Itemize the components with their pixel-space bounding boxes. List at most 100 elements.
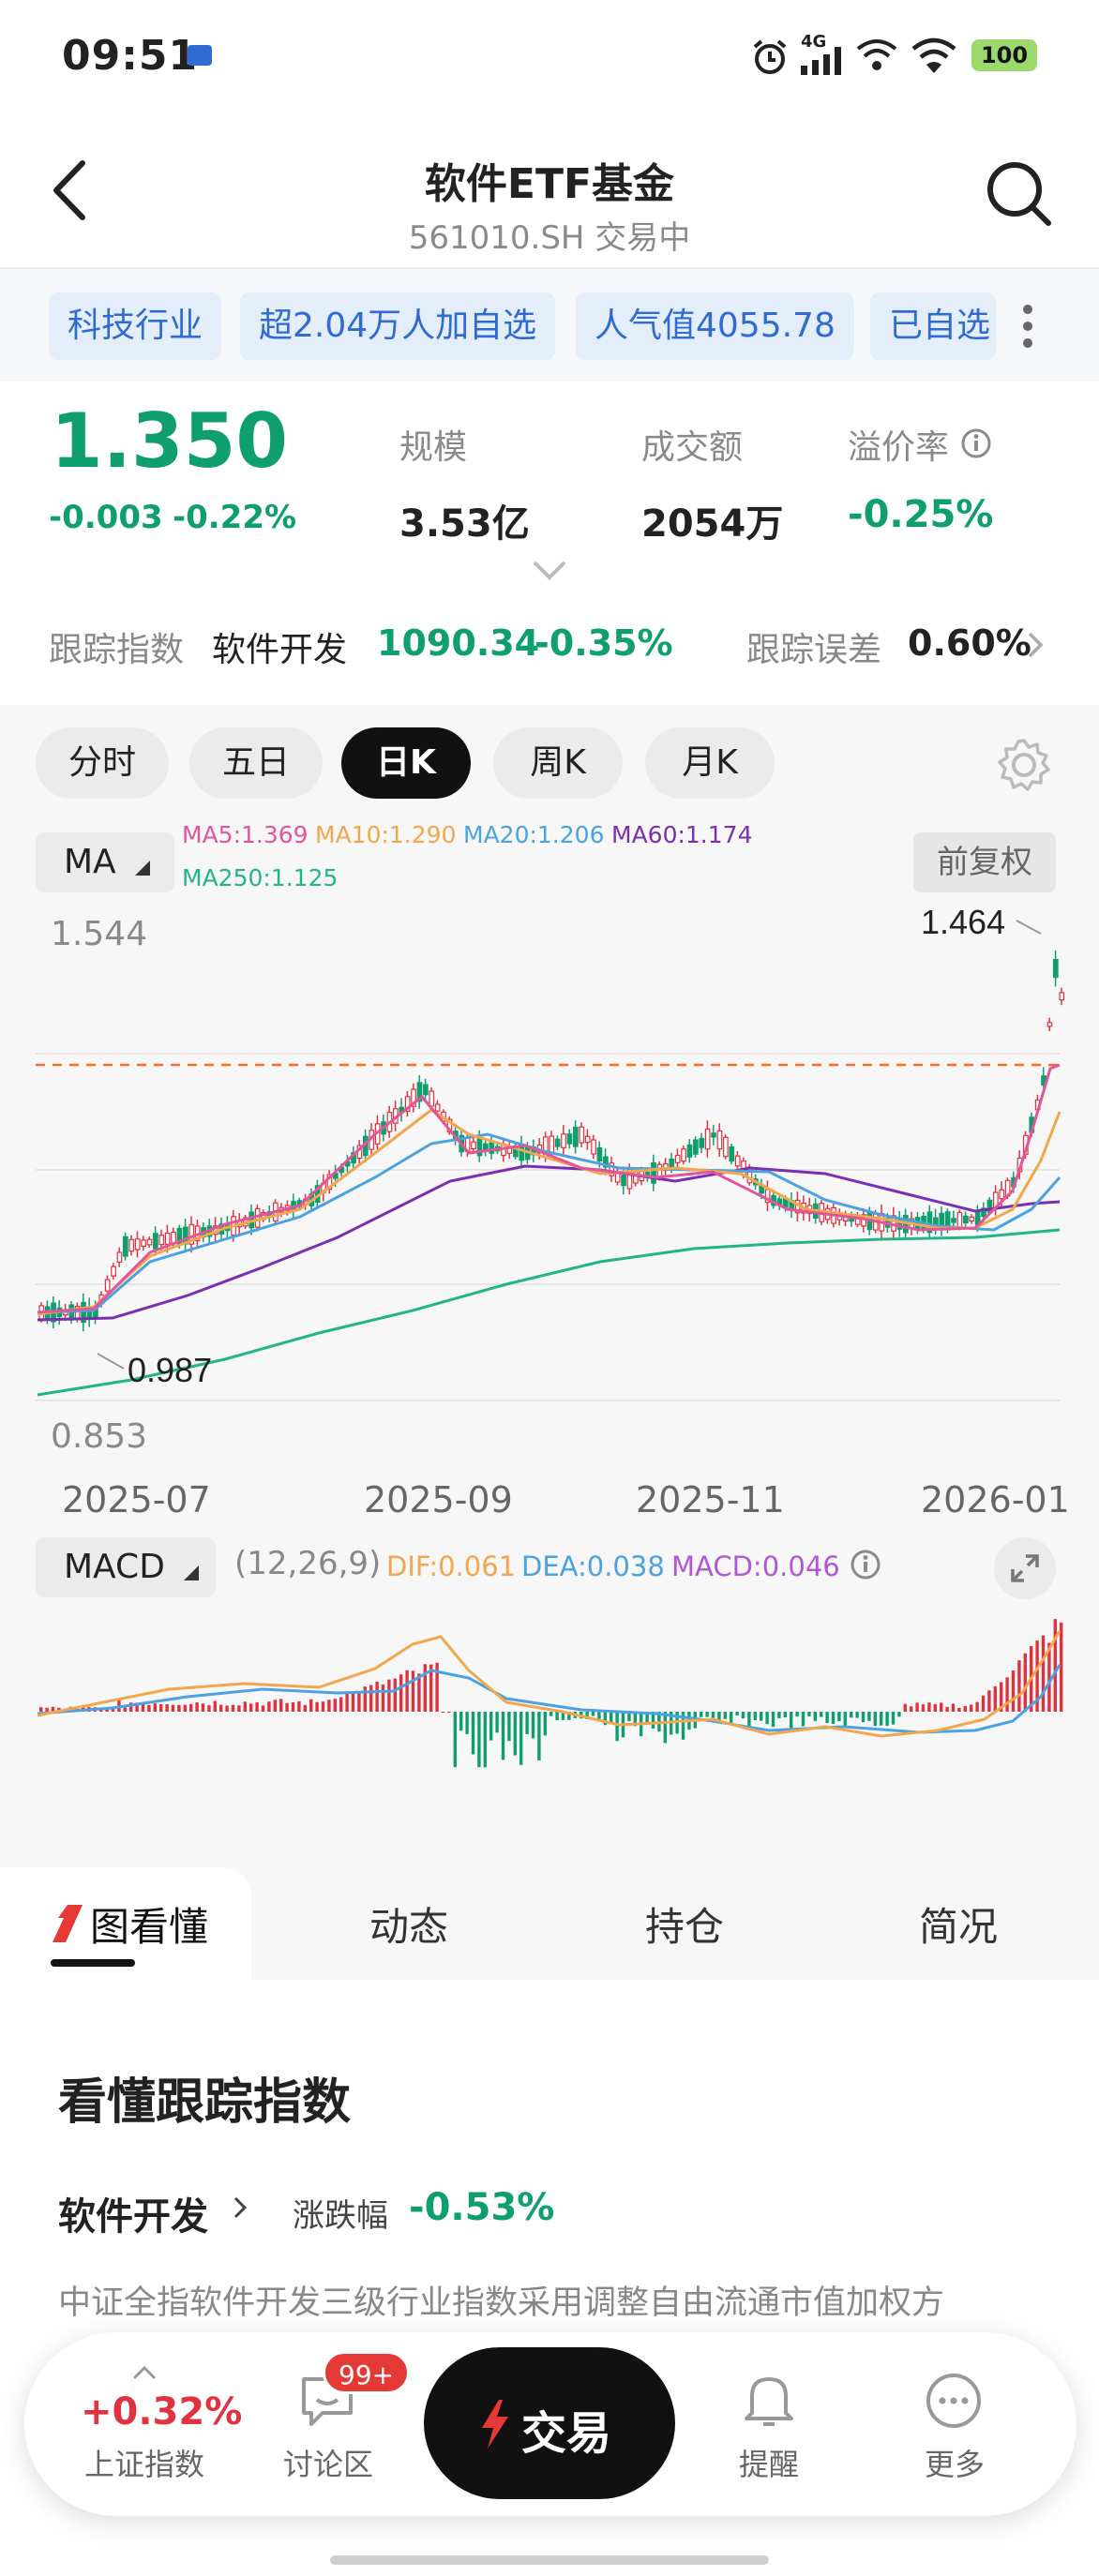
more-label[interactable]: 更多 [924,2447,985,2482]
macd-bar [291,1701,295,1712]
macd-bar [1041,1635,1046,1712]
more-vertical-icon[interactable] [1020,302,1035,351]
macd-bar [717,1712,721,1721]
expand-chart-button[interactable] [994,1537,1056,1599]
candle-body [602,1156,609,1168]
search-icon[interactable] [983,157,1054,229]
battery-icon: 100 [971,39,1037,71]
tag-popularity[interactable]: 人气值4055.78 [576,292,854,360]
back-arrow-icon[interactable] [45,157,98,223]
macd-bar [195,1702,199,1712]
tracking-index-name[interactable]: 软件开发 [212,631,348,669]
macd-bar [177,1704,181,1712]
tag-watchlist-count[interactable]: 超2.04万人加自选 [240,292,556,360]
candle-body [699,1137,705,1148]
candle-body [716,1130,723,1150]
candle-body [729,1146,735,1162]
section-index-name[interactable]: 软件开发 [58,2195,208,2239]
triangle-down-icon [135,861,150,876]
info-icon[interactable] [960,427,992,459]
ma60-value: MA60:1.174 [611,821,753,848]
macd-bar [477,1712,481,1768]
candle-body [566,1133,573,1145]
macd-bar [747,1712,751,1729]
tab-chart-guide[interactable]: 图看懂 [90,1904,209,1950]
trade-button[interactable] [424,2347,675,2499]
macd-bar [610,1712,613,1725]
macd-bar [807,1712,811,1716]
tag-added-watchlist[interactable]: 已自选 [870,292,996,360]
chevron-up-icon [132,2365,157,2380]
macd-bar [453,1712,457,1768]
discuss-label[interactable]: 讨论区 [282,2447,373,2482]
candle-body [404,1096,411,1113]
macd-bar [903,1703,907,1712]
macd-bar [45,1707,49,1712]
macd-bar [303,1704,307,1712]
candle-body [1059,992,1065,1001]
adjust-selector[interactable]: 前复权 [913,832,1056,892]
tab-news[interactable]: 动态 [369,1904,449,1950]
candle-body [962,1215,969,1224]
candle-body [734,1155,741,1167]
discuss-badge: 99+ [323,2351,411,2394]
kline-chart[interactable]: 1.464 0.987 [0,900,1099,1481]
period-daily-k[interactable]: 日K [341,727,471,799]
x-tick-3: 2025-11 [636,1479,785,1520]
period-five-day[interactable]: 五日 [189,727,323,799]
macd-bar [423,1664,427,1712]
candle-body [1052,959,1059,979]
macd-bar [213,1700,217,1712]
candle-body [561,1133,566,1148]
low-marker: 0.987 [128,1351,212,1389]
x-tick-1: 2025-07 [62,1479,211,1520]
more-icon[interactable] [925,2372,983,2430]
candle-body [692,1139,699,1155]
macd-bar [495,1712,499,1733]
macd-bar [663,1712,667,1744]
sh-index-label[interactable]: 上证指数 [83,2447,204,2482]
brand-logo-icon [53,1905,83,1942]
bell-icon[interactable] [743,2372,795,2430]
macd-bar [471,1712,475,1755]
tag-industry[interactable]: 科技行业 [49,292,222,360]
macd-bar [760,1712,763,1721]
ma-indicator-selector[interactable]: MA [36,832,174,892]
macd-bar [771,1712,775,1728]
chevron-right-icon[interactable] [1026,630,1045,660]
turnover-value: 2054万 [641,502,784,546]
sh-index-change[interactable]: +0.32% [81,2390,243,2434]
chevron-down-icon[interactable] [531,559,568,581]
alarm-icon [753,39,787,74]
macd-bar [591,1712,595,1716]
macd-bar [327,1700,331,1712]
macd-bar [790,1712,793,1729]
candle-body [104,1279,111,1292]
tracking-index-value: 1090.34 [377,622,540,664]
period-weekly-k[interactable]: 周K [493,727,623,799]
remind-label[interactable]: 提醒 [738,2447,799,2482]
macd-bar [363,1686,367,1712]
candle-body [489,1142,495,1154]
candle-body [411,1088,416,1107]
candle-body [722,1136,729,1158]
candle-body [549,1135,555,1155]
macd-bar [987,1690,991,1712]
macd-indicator-selector[interactable]: MACD [36,1537,216,1597]
candle-body [434,1103,441,1112]
tracking-error-value: 0.60% [908,622,1031,664]
tab-overview[interactable]: 简况 [919,1904,999,1950]
tab-holdings[interactable]: 持仓 [645,1904,725,1950]
macd-bar [1053,1619,1057,1712]
macd-chart[interactable] [0,1603,1099,1837]
period-intraday[interactable]: 分时 [36,727,169,799]
period-monthly-k[interactable]: 月K [645,727,775,799]
network-label: 4G [801,32,827,52]
ma250-value: MA250:1.125 [182,864,339,891]
chevron-right-icon[interactable] [233,2195,248,2220]
macd-bar [1035,1640,1039,1712]
gear-icon[interactable] [996,737,1052,793]
macd-bar [141,1702,145,1712]
info-icon[interactable] [850,1549,881,1580]
candle-body [116,1251,123,1263]
